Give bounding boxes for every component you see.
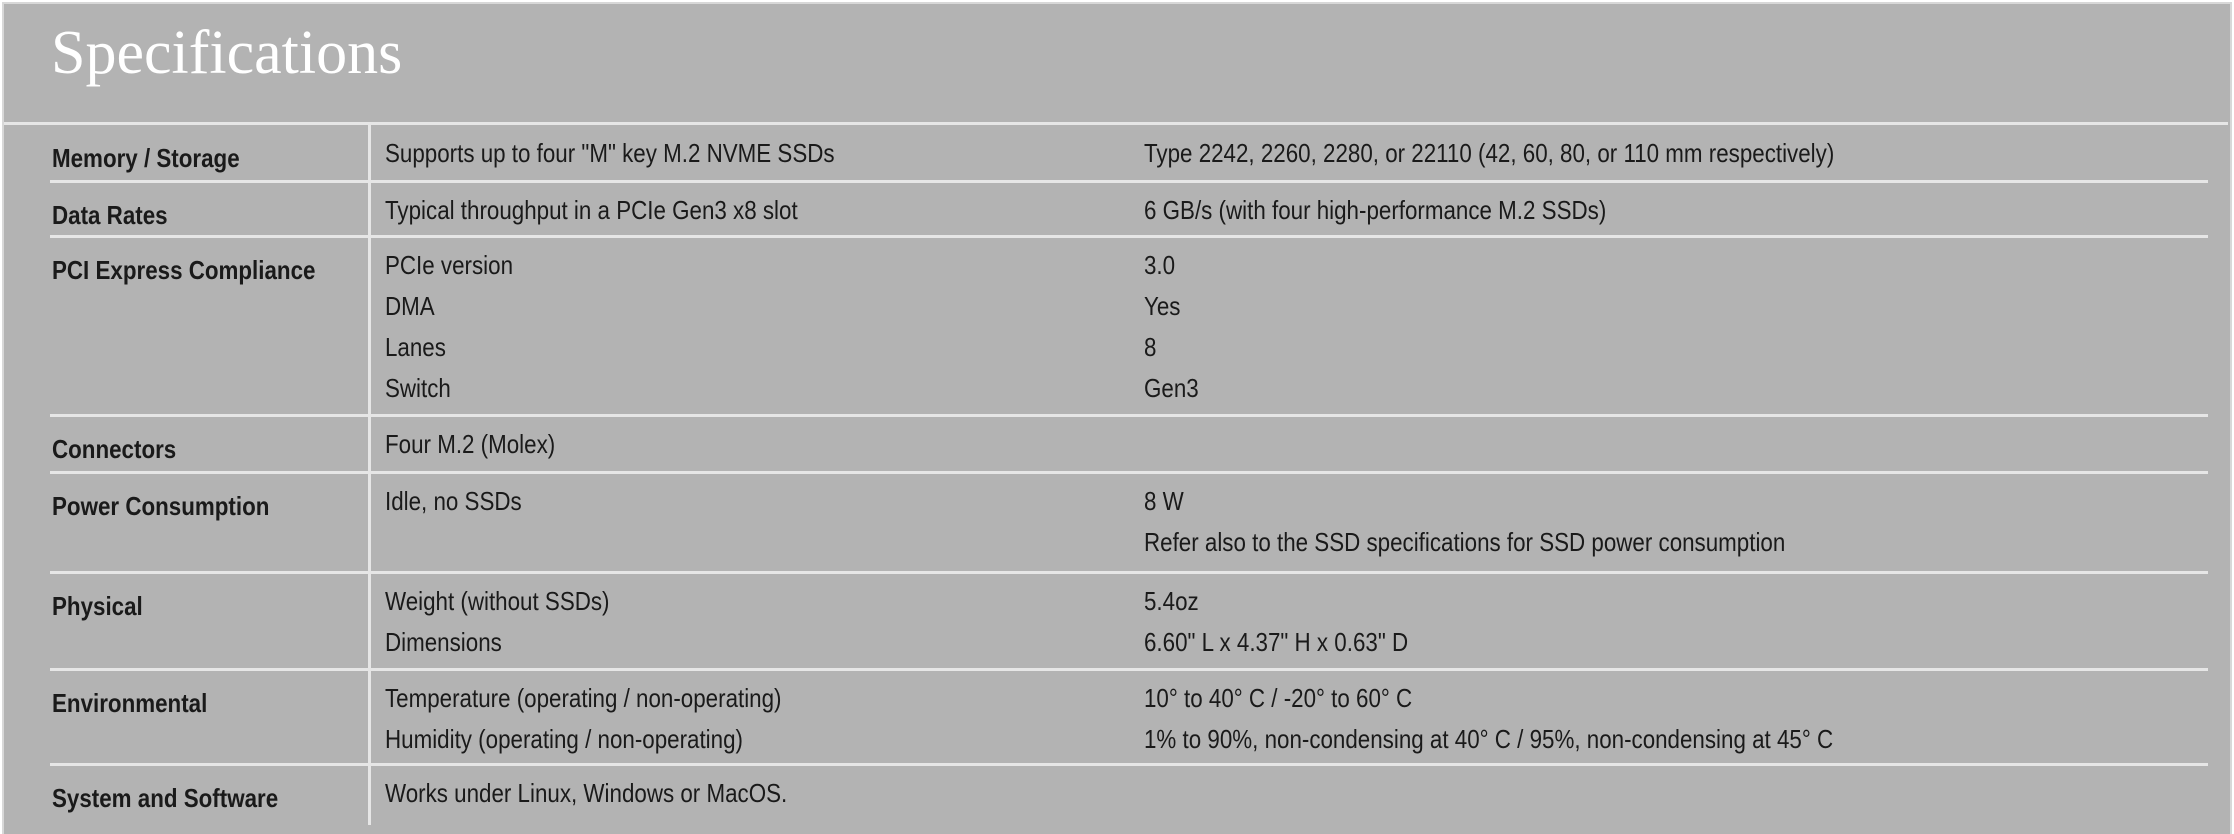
row-divider	[50, 180, 2208, 183]
spec-property: Idle, no SSDs	[385, 486, 522, 516]
spec-property-cell: Weight (without SSDs) Dimensions	[385, 581, 610, 663]
spec-property-cell: Idle, no SSDs	[385, 481, 522, 522]
spec-property: Humidity (operating / non-operating)	[385, 724, 743, 754]
spec-category-label: PCI Express Compliance	[52, 255, 316, 285]
spec-category-label: System and Software	[52, 783, 279, 813]
row-divider	[50, 571, 2208, 574]
spec-value: 10° to 40° C / -20° to 60° C	[1144, 683, 1413, 713]
column-divider	[368, 125, 371, 825]
row-divider	[50, 668, 2208, 671]
spec-value: 1% to 90%, non-condensing at 40° C / 95%…	[1144, 724, 1834, 754]
spec-property: Four M.2 (Molex)	[385, 429, 556, 459]
spec-property: DMA	[385, 291, 435, 321]
spec-property-cell: Typical throughput in a PCIe Gen3 x8 slo…	[385, 190, 798, 231]
page-title: Specifications	[51, 19, 403, 87]
spec-property: PCIe version	[385, 250, 514, 280]
spec-value: Yes	[1144, 291, 1181, 321]
spec-property-cell: Works under Linux, Windows or MacOS.	[385, 773, 787, 814]
spec-property: Typical throughput in a PCIe Gen3 x8 slo…	[385, 195, 798, 225]
spec-category-label: Environmental	[52, 688, 208, 718]
spec-value: Type 2242, 2260, 2280, or 22110 (42, 60,…	[1144, 138, 1835, 168]
spec-property-cell: Four M.2 (Molex)	[385, 424, 555, 465]
spec-property: Temperature (operating / non-operating)	[385, 683, 782, 713]
spec-value-cell: 6 GB/s (with four high-performance M.2 S…	[1144, 190, 1606, 231]
spec-category-label: Connectors	[52, 434, 177, 464]
spec-category-label: Memory / Storage	[52, 143, 240, 173]
spec-value: Gen3	[1144, 373, 1199, 403]
spec-category-label: Power Consumption	[52, 491, 270, 521]
spec-property: Dimensions	[385, 627, 502, 657]
spec-property-cell: Supports up to four "M" key M.2 NVME SSD…	[385, 133, 835, 174]
row-divider	[50, 471, 2208, 474]
spec-category-label: Data Rates	[52, 200, 168, 230]
row-divider	[50, 235, 2208, 238]
spec-property: Lanes	[385, 332, 446, 362]
spec-value: 5.4oz	[1144, 586, 1199, 616]
spec-value-cell: Type 2242, 2260, 2280, or 22110 (42, 60,…	[1144, 133, 1834, 174]
spec-property: Works under Linux, Windows or MacOS.	[385, 778, 788, 808]
header-divider	[4, 122, 2228, 125]
spec-value-cell: 8 W Refer also to the SSD specifications …	[1144, 481, 1785, 563]
spec-value: 6.60" L x 4.37" H x 0.63" D	[1144, 627, 1409, 657]
spec-value-cell: 10° to 40° C / -20° to 60° C 1% to 90%, n…	[1144, 678, 1833, 760]
spec-property-cell: PCIe version DMA Lanes Switch	[385, 245, 513, 409]
row-divider	[50, 763, 2208, 766]
spec-value-cell: 5.4oz 6.60" L x 4.37" H x 0.63" D	[1144, 581, 1408, 663]
spec-value: Refer also to the SSD specifications for…	[1144, 527, 1786, 557]
spec-value: 8 W	[1144, 486, 1184, 516]
spec-value: 3.0	[1144, 250, 1176, 280]
spec-property: Supports up to four "M" key M.2 NVME SSD…	[385, 138, 835, 168]
spec-property: Weight (without SSDs)	[385, 586, 610, 616]
spec-property: Switch	[385, 373, 451, 403]
spec-value: 8	[1144, 332, 1157, 362]
spec-value: 6 GB/s (with four high-performance M.2 S…	[1144, 195, 1607, 225]
row-divider	[50, 414, 2208, 417]
spec-value-cell: 3.0 Yes 8 Gen3	[1144, 245, 1199, 409]
spec-property-cell: Temperature (operating / non-operating) H…	[385, 678, 782, 760]
spec-category-label: Physical	[52, 591, 143, 621]
